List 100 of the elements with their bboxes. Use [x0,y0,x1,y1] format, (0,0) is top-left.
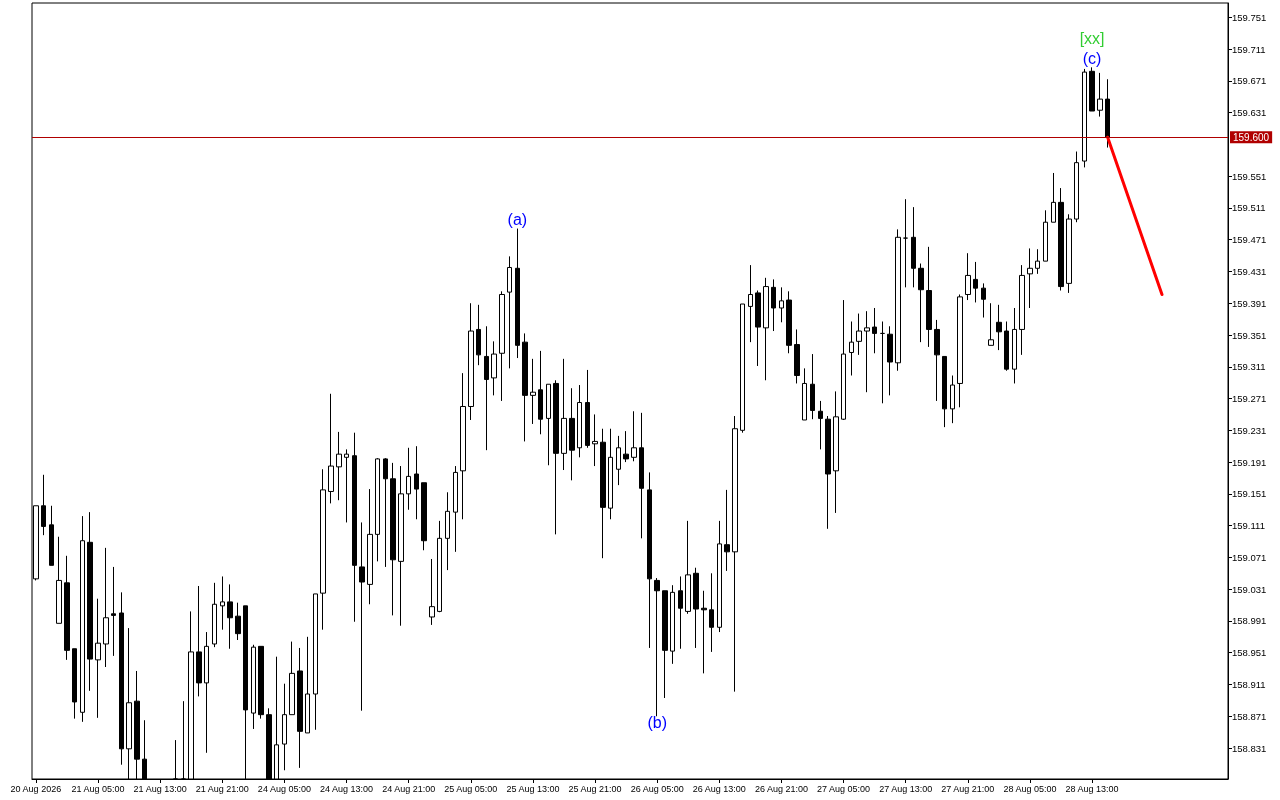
candlestick [80,515,85,723]
candlestick [383,457,388,568]
candlestick [1089,66,1095,112]
candlestick [748,264,753,343]
candlestick [445,491,450,571]
candlestick [818,400,823,450]
annotation: [xx] [1079,29,1105,47]
candlestick [421,482,427,551]
candlestick [64,555,70,661]
candlestick [507,255,512,369]
x-tick-label: 28 Aug 13:00 [1065,783,1119,794]
annotation: (a) [507,210,528,228]
candlestick [965,252,971,301]
candlestick [973,261,978,303]
candlestick [103,547,109,668]
candlestick [950,375,955,424]
candlestick [1074,151,1079,223]
candlestick [414,445,419,520]
candlestick [235,602,241,641]
candlestick [717,520,722,633]
candlestick [849,321,854,377]
candlestick [802,367,807,421]
candlestick [196,585,202,697]
candlestick [313,593,318,731]
x-tick-label: 24 Aug 21:00 [382,783,436,794]
candlestick [740,303,745,434]
y-tick-label: 159.311 [1232,361,1266,373]
candlestick [1058,187,1064,292]
candlestick [701,590,707,674]
y-tick-label: 159.671 [1232,75,1267,87]
candlestick [926,246,932,348]
candlestick [833,390,839,514]
candlestick [934,319,940,402]
candlestick [623,430,629,463]
candlestick [654,577,660,717]
candlestick [903,198,908,288]
candlestick [585,369,590,449]
candlestick [258,645,264,720]
candlestick [693,567,699,649]
candlestick [1019,264,1025,356]
y-tick-label: 159.151 [1232,488,1267,500]
y-tick-label: 159.111 [1232,520,1265,532]
candlestick [662,590,668,699]
candlestick [918,263,924,343]
y-tick-label: 158.951 [1232,647,1267,659]
x-tick-label: 26 Aug 05:00 [630,783,684,794]
y-tick-label: 159.711 [1232,43,1266,55]
candlestick [429,558,435,626]
candlestick [771,278,776,332]
candlestick [561,358,567,471]
candlestick [336,431,342,501]
candlestick [895,228,901,372]
candlestick [577,384,582,458]
candlestick [227,583,233,650]
candlestick [546,383,551,466]
candlestick [476,304,481,366]
candlestick [352,432,357,623]
candlestick [212,582,217,648]
candlestick [600,428,606,559]
candlestick [320,468,326,631]
candlestick [786,290,792,354]
candlestick [437,520,442,613]
y-tick-label: 159.471 [1232,234,1267,246]
candlestick [763,277,769,381]
candlestick [709,572,714,653]
candlestick [204,631,209,754]
candlestick [1082,68,1087,168]
ref-line-label: 159.600 [1233,131,1270,143]
candlestick [732,415,738,693]
x-tick-label: 24 Aug 13:00 [320,783,374,794]
candlestick [460,372,466,520]
candlestick [864,310,870,393]
x-tick-label: 21 Aug 05:00 [71,783,125,794]
candlestick [685,520,691,615]
y-tick-label: 158.991 [1232,615,1267,627]
candlestick [887,325,893,396]
candlestick [72,648,77,720]
candlestick [981,282,986,319]
candlestick [988,302,994,346]
candlestick [328,393,334,504]
candlestick [1027,247,1033,309]
x-tick-label: 26 Aug 21:00 [754,783,808,794]
candlestick [841,299,846,421]
candlestick [111,566,116,657]
y-tick-label: 159.191 [1232,456,1267,468]
candlestick [1043,209,1048,262]
candlestick [880,321,885,404]
y-tick-label: 158.911 [1232,678,1266,690]
x-tick-label: 21 Aug 13:00 [133,783,187,794]
candlestick [1012,307,1017,384]
candlestick [406,447,411,511]
candlestick [87,511,93,692]
y-tick-label: 159.071 [1232,551,1267,563]
candlestick [942,355,947,428]
candlestick [344,448,349,523]
x-tick-label: 27 Aug 13:00 [879,783,933,794]
x-tick-label: 27 Aug 05:00 [817,783,871,794]
candlestick [1004,321,1009,372]
y-tick-label: 159.271 [1232,393,1267,405]
candlestick [779,286,784,323]
